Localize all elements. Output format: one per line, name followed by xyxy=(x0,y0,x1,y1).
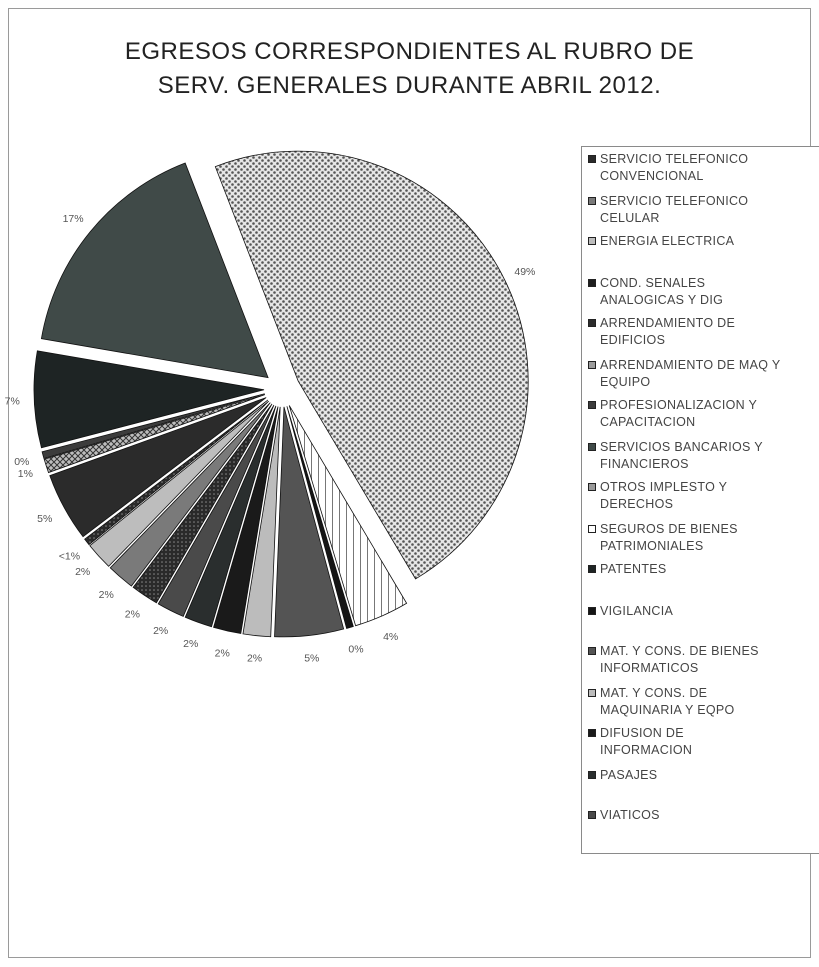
legend-label: COND. SENALES ANALOGICAS Y DIG xyxy=(600,276,724,307)
chart-title-line-2: SERV. GENERALES DURANTE ABRIL 2012. xyxy=(157,72,662,99)
legend-item-14: MAT. Y CONS. DE MAQUINARIA Y EQPO xyxy=(588,685,819,718)
legend-swatch xyxy=(588,771,596,779)
pie-slice-label-16: 2% xyxy=(183,638,198,650)
legend-item-8: SERVICIOS BANCARIOS Y FINANCIEROS xyxy=(588,439,819,472)
pie-slice-16 xyxy=(184,405,277,628)
legend-item-11: PATENTES xyxy=(588,561,819,578)
pie-slice-label-11: 7% xyxy=(5,395,20,407)
pie-slice-13 xyxy=(274,406,345,638)
legend-item-13: MAT. Y CONS. DE BIENES INFORMATICOS xyxy=(588,643,819,676)
legend-label: VIATICOS xyxy=(600,808,660,822)
legend-swatch xyxy=(588,689,596,697)
pie-slice-label-6: 1% xyxy=(18,468,33,480)
pie-slice-label-14: 2% xyxy=(247,653,262,665)
legend-swatch xyxy=(588,197,596,205)
pie-slice-3 xyxy=(89,400,270,567)
legend-label: ENERGIA ELECTRICA xyxy=(600,234,735,248)
legend-item-9: OTROS IMPLESTO Y DERECHOS xyxy=(588,479,819,512)
legend-label: VIGILANCIA xyxy=(600,604,674,618)
legend-swatch xyxy=(588,483,596,491)
pie-slice-15 xyxy=(213,406,279,634)
legend-label: SERVICIO TELEFONICO CELULAR xyxy=(600,194,749,225)
legend-label: PASAJES xyxy=(600,768,658,782)
legend-item-7: PROFESIONALIZACION Y CAPACITACION xyxy=(588,397,819,430)
legend-swatch xyxy=(588,525,596,533)
legend-label: MAT. Y CONS. DE MAQUINARIA Y EQPO xyxy=(600,686,735,717)
pie-slice-label-2: 2% xyxy=(99,589,114,601)
pie-slice-10 xyxy=(288,405,408,627)
legend-label: MAT. Y CONS. DE BIENES INFORMATICOS xyxy=(600,644,759,675)
legend-item-15: DIFUSION DE INFORMACION xyxy=(588,725,819,758)
pie-slice-label-3: 2% xyxy=(75,566,90,578)
pie-slice-4 xyxy=(84,399,269,546)
legend-label: ARRENDAMIENTO DE EDIFICIOS xyxy=(600,316,736,347)
legend-label: PROFESIONALIZACION Y CAPACITACION xyxy=(600,398,758,429)
legend-item-16: PASAJES xyxy=(588,767,819,784)
legend-item-3: ENERGIA ELECTRICA xyxy=(588,233,819,250)
legend-swatch xyxy=(588,729,596,737)
legend-item-10: SEGUROS DE BIENES PATRIMONIALES xyxy=(588,521,819,554)
legend-label: SEGUROS DE BIENES PATRIMONIALES xyxy=(600,522,738,553)
legend-swatch xyxy=(588,279,596,287)
legend-label: SERVICIO TELEFONICO CONVENCIONAL xyxy=(600,152,749,183)
legend-item-2: SERVICIO TELEFONICO CELULAR xyxy=(588,193,819,226)
pie-slice-label-8: 17% xyxy=(63,213,84,225)
legend-item-6: ARRENDAMIENTO DE MAQ Y EQUIPO xyxy=(588,357,819,390)
pie-slice-7 xyxy=(41,393,265,460)
legend-swatch xyxy=(588,607,596,615)
pie-slice-label-4: <1% xyxy=(59,551,80,563)
legend-label: DIFUSION DE INFORMACION xyxy=(600,726,693,757)
legend-label: PATENTES xyxy=(600,562,667,576)
legend-item-1: SERVICIO TELEFONICO CONVENCIONAL xyxy=(588,151,819,184)
legend-swatch xyxy=(588,443,596,451)
chart-legend: SERVICIO TELEFONICO CONVENCIONAL SERVICIO… xyxy=(581,146,819,854)
pie-slice-8 xyxy=(40,162,269,379)
legend-swatch xyxy=(588,237,596,245)
pie-slice-1 xyxy=(132,403,273,604)
pie-slice-label-15: 2% xyxy=(215,647,230,659)
legend-item-12: VIGILANCIA xyxy=(588,603,819,620)
pie-slice-9 xyxy=(214,150,529,580)
legend-swatch xyxy=(588,319,596,327)
pie-slice-label-5: 5% xyxy=(37,513,52,525)
legend-swatch xyxy=(588,565,596,573)
pie-slice-5 xyxy=(49,397,267,538)
pie-slice-12 xyxy=(286,406,354,629)
legend-label: SERVICIOS BANCARIOS Y FINANCIEROS xyxy=(600,440,763,471)
legend-item-5: ARRENDAMIENTO DE EDIFICIOS xyxy=(588,315,819,348)
pie-slice-label-17: 2% xyxy=(153,625,168,637)
chart-title-line-1: EGRESOS CORRESPONDIENTES AL RUBRO DE xyxy=(124,38,695,65)
legend-swatch xyxy=(588,401,596,409)
legend-swatch xyxy=(588,361,596,369)
pie-slice-2 xyxy=(109,402,271,587)
legend-swatch xyxy=(588,155,596,163)
legend-item-17: VIATICOS xyxy=(588,807,819,824)
pie-slice-label-12: 0% xyxy=(348,644,363,656)
legend-label: ARRENDAMIENTO DE MAQ Y EQUIPO xyxy=(600,358,781,389)
pie-slice-label-9: 49% xyxy=(514,266,535,278)
legend-label: OTROS IMPLESTO Y DERECHOS xyxy=(600,480,728,511)
pie-slice-17 xyxy=(157,404,275,617)
legend-swatch xyxy=(588,647,596,655)
pie-slice-label-10: 4% xyxy=(383,631,398,643)
legend-swatch xyxy=(588,811,596,819)
pie-slice-label-1: 2% xyxy=(125,609,140,621)
pie-slice-label-13: 5% xyxy=(304,652,319,664)
pie-slice-14 xyxy=(242,406,281,638)
pie-slice-6 xyxy=(43,394,266,474)
legend-item-4: COND. SENALES ANALOGICAS Y DIG xyxy=(588,275,819,308)
pie-slice-11 xyxy=(33,350,265,449)
pie-slice-label-7: 0% xyxy=(14,456,29,468)
